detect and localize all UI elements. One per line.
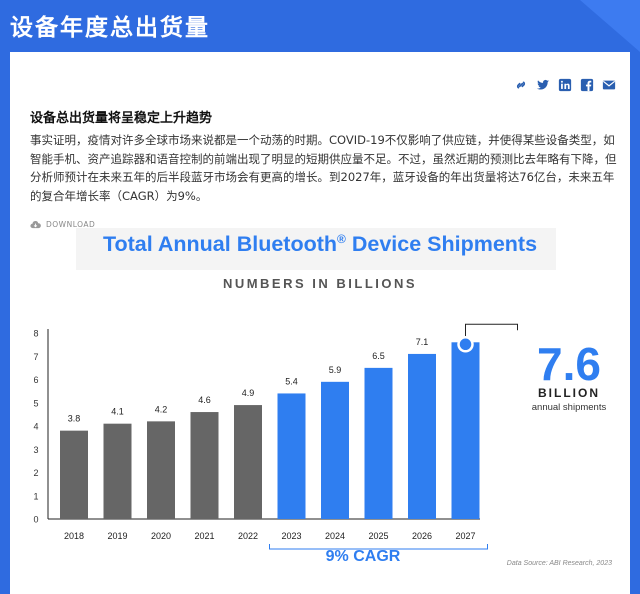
x-tick-label: 2024 bbox=[325, 531, 345, 541]
email-icon[interactable] bbox=[602, 78, 616, 92]
x-tick-label: 2027 bbox=[455, 531, 475, 541]
bar bbox=[147, 421, 175, 519]
callout-label: annual shipments bbox=[531, 402, 607, 413]
chart-subtitle: NUMBERS IN BILLIONS bbox=[222, 276, 418, 291]
y-tick-label: 3 bbox=[33, 445, 38, 455]
callout-value: 7.6 bbox=[537, 338, 601, 390]
y-tick-label: 7 bbox=[33, 352, 38, 362]
article-title: 设备总出货量将呈稳定上升趋势 bbox=[30, 111, 213, 126]
data-label: 4.1 bbox=[111, 407, 124, 417]
article-paragraph: 事实证明，疫情对许多全球市场来说都是一个动荡的时期。COVID-19不仅影响了供… bbox=[30, 133, 617, 203]
data-label: 5.9 bbox=[329, 365, 342, 375]
x-tick-label: 2023 bbox=[281, 531, 301, 541]
cagr-bracket bbox=[269, 544, 488, 550]
x-tick-label: 2025 bbox=[368, 531, 388, 541]
bar bbox=[234, 405, 262, 519]
y-tick-label: 4 bbox=[33, 422, 38, 432]
bar-chart: 0 1 2 3 4 5 6 7 8 3.8 2018 4.1 2019 4.2 2020 4.6 2021 4.9… bbox=[33, 323, 518, 550]
chart-title-main: Total Annual Bluetooth bbox=[102, 232, 338, 257]
bar bbox=[103, 423, 132, 519]
twitter-icon[interactable] bbox=[536, 78, 550, 92]
y-tick-label: 6 bbox=[33, 375, 38, 385]
data-label: 3.8 bbox=[68, 414, 81, 424]
cagr-label: 9% CAGR bbox=[325, 548, 401, 565]
bar bbox=[190, 412, 219, 519]
data-label: 4.2 bbox=[155, 404, 168, 414]
bar bbox=[60, 430, 88, 519]
callout-unit: BILLION bbox=[538, 386, 600, 400]
registered-mark: ® bbox=[337, 232, 346, 246]
link-icon[interactable] bbox=[514, 78, 528, 92]
callout-marker bbox=[457, 336, 474, 353]
data-label: 5.4 bbox=[285, 376, 298, 386]
bar bbox=[321, 381, 349, 519]
data-label: 6.5 bbox=[372, 351, 385, 361]
data-source: Data Source: ABI Research, 2023 bbox=[506, 560, 612, 567]
y-tick-label: 5 bbox=[33, 398, 38, 408]
data-label: 4.6 bbox=[198, 395, 211, 405]
data-label: 7.1 bbox=[416, 337, 429, 347]
facebook-icon[interactable] bbox=[580, 78, 594, 92]
x-tick-label: 2021 bbox=[194, 531, 214, 541]
y-tick-label: 8 bbox=[33, 329, 38, 339]
cloud-download-icon bbox=[30, 221, 41, 229]
y-tick-label: 2 bbox=[33, 468, 38, 478]
share-bar bbox=[514, 78, 616, 92]
y-tick-label: 1 bbox=[33, 491, 38, 501]
x-tick-label: 2019 bbox=[107, 531, 127, 541]
page-title: 设备年度总出货量 bbox=[10, 15, 210, 41]
header-notch bbox=[580, 0, 640, 52]
bar bbox=[364, 367, 393, 519]
data-label: 4.9 bbox=[242, 388, 255, 398]
chart-title-band bbox=[76, 228, 556, 270]
x-tick-label: 2022 bbox=[238, 531, 258, 541]
x-tick-label: 2026 bbox=[412, 531, 432, 541]
header-bar: 设备年度总出货量 bbox=[0, 0, 640, 52]
content-card: 设备总出货量将呈稳定上升趋势 事实证明，疫情对许多全球市场来说都是一个动荡的时期… bbox=[10, 52, 630, 594]
download-label: DOWNLOAD bbox=[46, 220, 96, 229]
download-link[interactable]: DOWNLOAD bbox=[30, 220, 95, 229]
y-tick-label: 0 bbox=[33, 515, 38, 525]
x-tick-label: 2018 bbox=[64, 531, 84, 541]
bar bbox=[451, 342, 480, 519]
callout-connector bbox=[465, 323, 518, 342]
x-tick-label: 2020 bbox=[151, 531, 171, 541]
bar bbox=[408, 353, 436, 519]
chart-title-rest: Device Shipments bbox=[345, 232, 538, 257]
bar bbox=[277, 393, 306, 519]
chart-title: Total Annual Bluetooth® Device Shipments bbox=[10, 232, 630, 257]
linkedin-icon[interactable] bbox=[558, 78, 572, 92]
